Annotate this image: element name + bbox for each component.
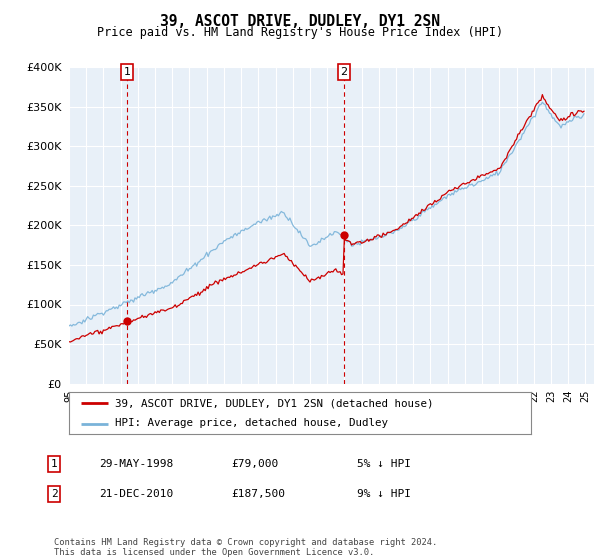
Text: 5% ↓ HPI: 5% ↓ HPI [357,459,411,469]
Text: 29-MAY-1998: 29-MAY-1998 [99,459,173,469]
Text: 1: 1 [124,67,131,77]
Text: HPI: Average price, detached house, Dudley: HPI: Average price, detached house, Dudl… [115,418,388,428]
Text: 21-DEC-2010: 21-DEC-2010 [99,489,173,499]
Text: Price paid vs. HM Land Registry's House Price Index (HPI): Price paid vs. HM Land Registry's House … [97,26,503,39]
Text: £187,500: £187,500 [231,489,285,499]
Text: Contains HM Land Registry data © Crown copyright and database right 2024.
This d: Contains HM Land Registry data © Crown c… [54,538,437,557]
Text: 2: 2 [340,67,347,77]
Text: 2: 2 [50,489,58,499]
Text: 1: 1 [50,459,58,469]
Text: £79,000: £79,000 [231,459,278,469]
Text: 39, ASCOT DRIVE, DUDLEY, DY1 2SN: 39, ASCOT DRIVE, DUDLEY, DY1 2SN [160,14,440,29]
Text: 9% ↓ HPI: 9% ↓ HPI [357,489,411,499]
Text: 39, ASCOT DRIVE, DUDLEY, DY1 2SN (detached house): 39, ASCOT DRIVE, DUDLEY, DY1 2SN (detach… [115,398,434,408]
